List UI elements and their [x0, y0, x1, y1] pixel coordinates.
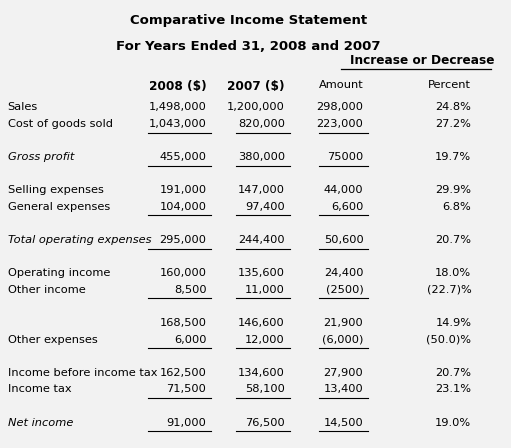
Text: (50.0)%: (50.0)% — [426, 335, 471, 345]
Text: 24.8%: 24.8% — [435, 102, 471, 112]
Text: 29.9%: 29.9% — [435, 185, 471, 195]
Text: 1,200,000: 1,200,000 — [227, 102, 285, 112]
Text: 18.0%: 18.0% — [435, 268, 471, 278]
Text: 168,500: 168,500 — [159, 318, 206, 328]
Text: 191,000: 191,000 — [159, 185, 206, 195]
Text: (2500): (2500) — [326, 285, 363, 295]
Text: General expenses: General expenses — [8, 202, 110, 212]
Text: 2007 ($): 2007 ($) — [227, 80, 285, 93]
Text: Income before income tax: Income before income tax — [8, 368, 157, 378]
Text: Gross profit: Gross profit — [8, 152, 74, 162]
Text: 223,000: 223,000 — [316, 119, 363, 129]
Text: 23.1%: 23.1% — [435, 384, 471, 394]
Text: 295,000: 295,000 — [159, 235, 206, 245]
Text: 146,600: 146,600 — [238, 318, 285, 328]
Text: Increase or Decrease: Increase or Decrease — [350, 54, 495, 67]
Text: Comparative Income Statement: Comparative Income Statement — [129, 14, 367, 27]
Text: 1,498,000: 1,498,000 — [149, 102, 206, 112]
Text: 6,000: 6,000 — [174, 335, 206, 345]
Text: 134,600: 134,600 — [238, 368, 285, 378]
Text: 6,600: 6,600 — [331, 202, 363, 212]
Text: 19.7%: 19.7% — [435, 152, 471, 162]
Text: 71,500: 71,500 — [167, 384, 206, 394]
Text: 162,500: 162,500 — [159, 368, 206, 378]
Text: 820,000: 820,000 — [238, 119, 285, 129]
Text: 13,400: 13,400 — [323, 384, 363, 394]
Text: 27,900: 27,900 — [323, 368, 363, 378]
Text: 21,900: 21,900 — [323, 318, 363, 328]
Text: 8,500: 8,500 — [174, 285, 206, 295]
Text: 50,600: 50,600 — [323, 235, 363, 245]
Text: Income tax: Income tax — [8, 384, 72, 394]
Text: 97,400: 97,400 — [245, 202, 285, 212]
Text: Other income: Other income — [8, 285, 85, 295]
Text: 76,500: 76,500 — [245, 418, 285, 427]
Text: For Years Ended 31, 2008 and 2007: For Years Ended 31, 2008 and 2007 — [116, 39, 380, 52]
Text: Sales: Sales — [8, 102, 38, 112]
Text: 75000: 75000 — [327, 152, 363, 162]
Text: 14,500: 14,500 — [323, 418, 363, 427]
Text: 12,000: 12,000 — [245, 335, 285, 345]
Text: Total operating expenses: Total operating expenses — [8, 235, 151, 245]
Text: 14.9%: 14.9% — [435, 318, 471, 328]
Text: Amount: Amount — [319, 80, 363, 90]
Text: 1,043,000: 1,043,000 — [149, 119, 206, 129]
Text: 19.0%: 19.0% — [435, 418, 471, 427]
Text: 20.7%: 20.7% — [435, 368, 471, 378]
Text: (6,000): (6,000) — [322, 335, 363, 345]
Text: 24,400: 24,400 — [324, 268, 363, 278]
Text: Cost of goods sold: Cost of goods sold — [8, 119, 113, 129]
Text: 104,000: 104,000 — [159, 202, 206, 212]
Text: Net income: Net income — [8, 418, 73, 427]
Text: Selling expenses: Selling expenses — [8, 185, 104, 195]
Text: 455,000: 455,000 — [159, 152, 206, 162]
Text: 160,000: 160,000 — [159, 268, 206, 278]
Text: 20.7%: 20.7% — [435, 235, 471, 245]
Text: Operating income: Operating income — [8, 268, 110, 278]
Text: 44,000: 44,000 — [324, 185, 363, 195]
Text: 11,000: 11,000 — [245, 285, 285, 295]
Text: 380,000: 380,000 — [238, 152, 285, 162]
Text: 91,000: 91,000 — [167, 418, 206, 427]
Text: 244,400: 244,400 — [238, 235, 285, 245]
Text: 6.8%: 6.8% — [443, 202, 471, 212]
Text: Other expenses: Other expenses — [8, 335, 98, 345]
Text: Percent: Percent — [428, 80, 471, 90]
Text: 298,000: 298,000 — [316, 102, 363, 112]
Text: 2008 ($): 2008 ($) — [149, 80, 206, 93]
Text: 147,000: 147,000 — [238, 185, 285, 195]
Text: 58,100: 58,100 — [245, 384, 285, 394]
Text: (22.7)%: (22.7)% — [427, 285, 471, 295]
Text: 27.2%: 27.2% — [435, 119, 471, 129]
Text: 135,600: 135,600 — [238, 268, 285, 278]
